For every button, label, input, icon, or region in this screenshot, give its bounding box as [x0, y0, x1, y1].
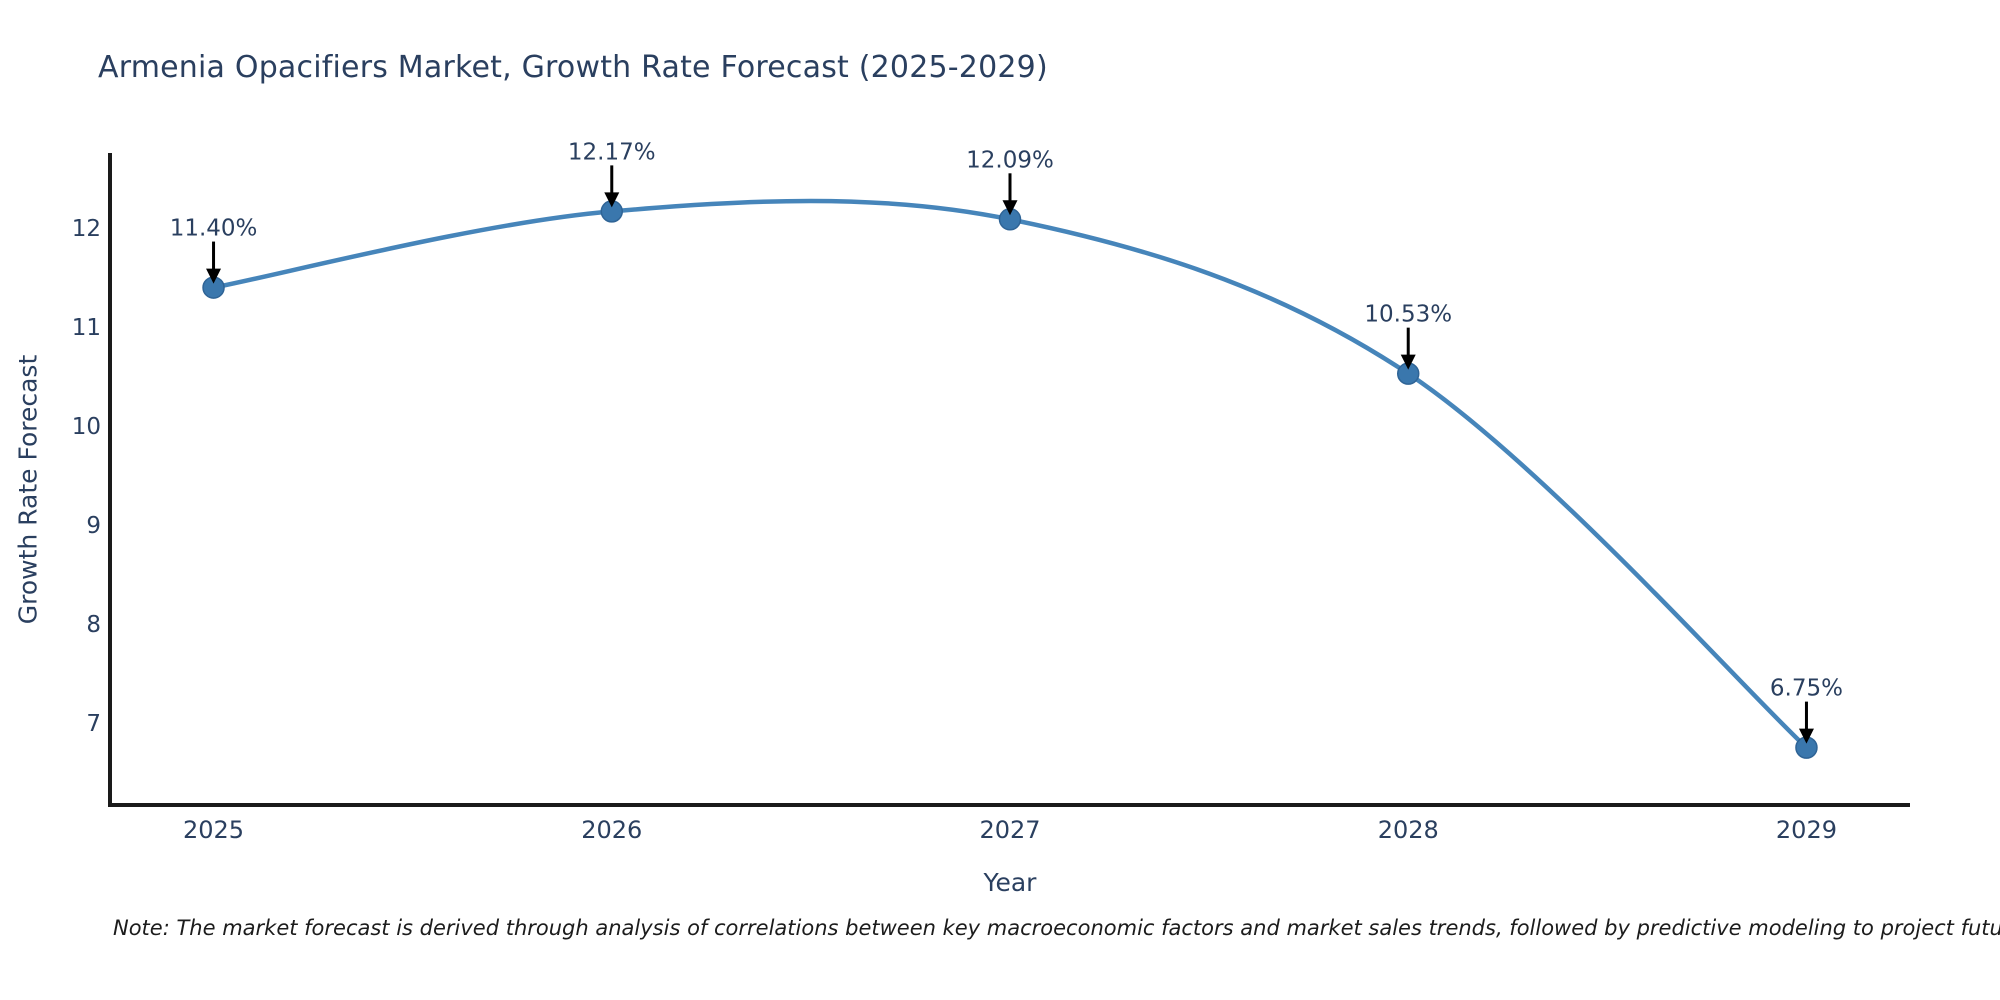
annotation-arrowhead [604, 192, 620, 208]
series-line [211, 198, 1809, 750]
x-tick-label: 2027 [979, 816, 1040, 844]
annotation-label: 11.40% [170, 216, 258, 242]
y-tick-label: 7 [86, 711, 101, 737]
x-tick-label: 2026 [581, 816, 642, 844]
annotation-label: 12.09% [966, 147, 1054, 173]
y-tick-label: 9 [86, 513, 101, 539]
x-axis-title: Year [983, 868, 1037, 897]
y-tick-label: 8 [86, 612, 101, 638]
annotation-label: 12.17% [568, 139, 656, 165]
annotation-label: 10.53% [1364, 302, 1452, 328]
y-axis-title: Growth Rate Forecast [13, 354, 43, 625]
x-tick-label: 2025 [183, 816, 244, 844]
annotation-arrowhead [1002, 200, 1018, 216]
annotation-arrowhead [206, 268, 222, 284]
annotation-arrowhead [1798, 728, 1814, 744]
x-tick-label: 2029 [1776, 816, 1837, 844]
annotation-label: 6.75% [1770, 676, 1843, 702]
footnote: Note: The market forecast is derived thr… [113, 916, 2000, 940]
annotation-arrowhead [1400, 354, 1416, 370]
x-tick-label: 2028 [1378, 816, 1439, 844]
y-tick-label: 10 [72, 414, 101, 440]
chart-title: Armenia Opacifiers Market, Growth Rate F… [98, 50, 1048, 85]
y-tick-label: 12 [72, 216, 101, 242]
y-tick-label: 11 [72, 315, 101, 341]
